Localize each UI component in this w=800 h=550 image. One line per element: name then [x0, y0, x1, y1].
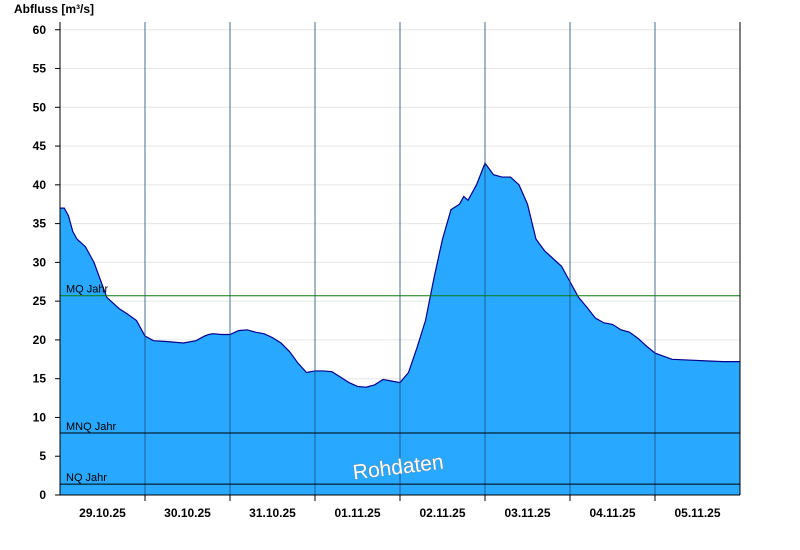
y-tick-labels: 0 5 10 15 20 25 30 35 40 45 50 55 60 — [33, 23, 60, 502]
x-tick-label: 29.10.25 — [79, 506, 126, 520]
reference-line-label: MNQ Jahr — [66, 421, 116, 433]
reference-lines: MQ Jahr MNQ Jahr NQ Jahr — [60, 284, 740, 485]
y-axis-title: Abfluss [m³/s] — [14, 2, 94, 16]
y-tick-label: 45 — [33, 139, 47, 153]
y-tick-label: 5 — [39, 449, 46, 463]
y-tick-label: 30 — [33, 255, 47, 269]
y-tick-label: 60 — [33, 23, 47, 37]
y-tick-label: 25 — [33, 294, 47, 308]
x-tick-labels: 29.10.25 30.10.25 31.10.25 01.11.25 02.11.25… — [79, 495, 721, 520]
x-tick-label: 31.10.25 — [249, 506, 296, 520]
y-tick-label: 20 — [33, 333, 47, 347]
y-tick-label: 50 — [33, 100, 47, 114]
x-tick-label: 01.11.25 — [334, 506, 380, 520]
x-tick-label: 02.11.25 — [419, 506, 465, 520]
x-tick-label: 30.10.25 — [164, 506, 211, 520]
y-tick-label: 15 — [33, 372, 47, 386]
y-tick-label: 40 — [33, 178, 47, 192]
x-tick-label: 05.11.25 — [674, 506, 720, 520]
y-tick-label: 10 — [33, 410, 47, 424]
reference-line-label: MQ Jahr — [66, 284, 109, 296]
y-tick-label: 55 — [33, 62, 47, 76]
y-tick-label: 35 — [33, 217, 47, 231]
discharge-line — [60, 161, 740, 388]
x-tick-label: 03.11.25 — [504, 506, 550, 520]
day-divider-lines — [144, 22, 656, 495]
y-tick-label: 0 — [39, 488, 46, 502]
reference-line-label: NQ Jahr — [66, 472, 107, 484]
x-tick-label: 04.11.25 — [589, 506, 635, 520]
